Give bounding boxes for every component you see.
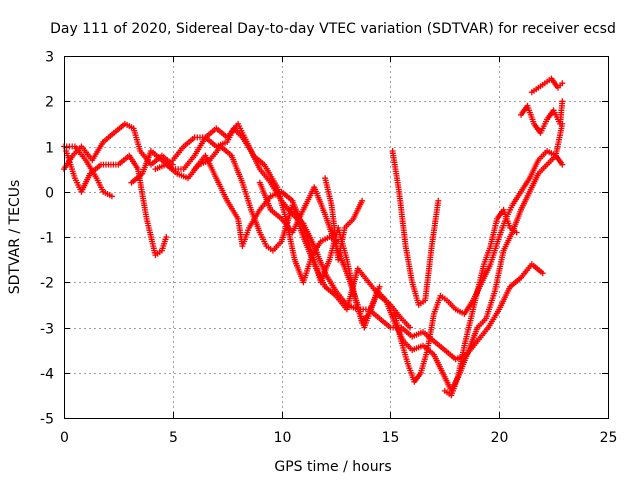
plot-frame — [64, 56, 609, 419]
x-tick-label: 15 — [382, 430, 400, 446]
x-tick-label: 20 — [491, 430, 509, 446]
y-tick-label: -5 — [40, 412, 54, 428]
x-axis-label: GPS time / hours — [274, 459, 391, 475]
series-arc-12 — [518, 98, 566, 136]
y-tick-label: 0 — [45, 186, 54, 202]
x-tick-label: 25 — [600, 430, 618, 446]
series-arc-14 — [152, 143, 413, 331]
x-tick-label: 10 — [274, 430, 292, 446]
series-arc-11 — [441, 206, 520, 399]
series-arc-6 — [191, 152, 566, 394]
x-tick-label: 0 — [60, 430, 69, 446]
y-axis-label: SDTVAR / TECUs — [7, 180, 23, 295]
series-arc-13 — [528, 75, 566, 96]
chart-title: Day 111 of 2020, Sidereal Day-to-day VTE… — [50, 21, 616, 37]
series-arc-10 — [391, 120, 566, 385]
series-arc-9 — [389, 148, 442, 308]
y-tick-label: 1 — [45, 141, 54, 157]
y-tick-label: 3 — [45, 50, 54, 66]
y-tick-label: 2 — [45, 95, 54, 111]
x-tick-label: 5 — [169, 430, 178, 446]
y-tick-label: -3 — [40, 322, 54, 338]
y-tick-label: -2 — [40, 276, 54, 292]
series-arc-8 — [322, 175, 366, 263]
y-tick-label: -1 — [40, 231, 54, 247]
y-tick-label: -4 — [40, 367, 54, 383]
